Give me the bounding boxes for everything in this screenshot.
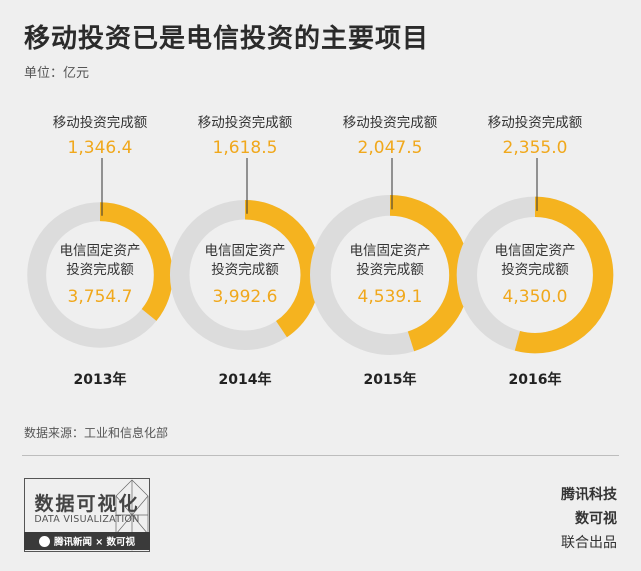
dv-logo-title: 数据可视化 [34, 493, 140, 515]
divider [22, 455, 619, 456]
mobile-series-label: 移动投资完成额 [488, 115, 583, 131]
total-value-label: 4,539.1 [358, 287, 423, 307]
donut-mobile-arc [456, 196, 614, 354]
mobile-series-label: 移动投资完成额 [198, 115, 293, 131]
credit-tencent-tech: 腾讯科技 [561, 487, 617, 503]
center-label-line1: 电信固定资产 [205, 243, 286, 259]
total-value-label: 3,992.6 [213, 287, 278, 307]
center-label-line2: 投资完成额 [211, 262, 279, 278]
center-label-line1: 电信固定资产 [350, 243, 431, 259]
mobile-series-label: 移动投资完成额 [343, 115, 438, 131]
unit-label: 单位：亿元 [24, 66, 90, 81]
mobile-value-label: 2,355.0 [503, 138, 568, 158]
center-label-line2: 投资完成额 [356, 262, 424, 278]
credit-shukeshi: 数可视 [575, 511, 617, 527]
tencent-news-icon [38, 535, 50, 547]
page-title: 移动投资已是电信投资的主要项目 [24, 24, 430, 54]
year-label: 2015年 [364, 371, 417, 388]
center-label-line1: 电信固定资产 [495, 243, 576, 259]
total-value-label: 4,350.0 [503, 287, 568, 307]
center-label-line1: 电信固定资产 [60, 243, 141, 259]
mobile-series-label: 移动投资完成额 [53, 115, 148, 131]
donut-mobile-arc [27, 202, 173, 348]
mobile-value-label: 1,618.5 [213, 138, 278, 158]
dv-logo-bar: 腾讯新闻 × 数可视 [24, 532, 150, 550]
dv-logo-bar-text: 腾讯新闻 × 数可视 [53, 537, 136, 548]
year-label: 2016年 [509, 371, 562, 388]
donut-charts: 移动投资完成额1,346.4电信固定资产投资完成额3,754.72013年移动投… [27, 115, 614, 388]
center-label-line2: 投资完成额 [501, 262, 569, 278]
total-value-label: 3,754.7 [68, 287, 133, 307]
data-source: 数据来源：工业和信息化部 [24, 426, 169, 440]
credit-joint-production: 联合出品 [561, 535, 617, 551]
center-label-line2: 投资完成额 [66, 262, 134, 278]
dv-logo-subtitle: DATA VISUALIZATION [34, 514, 140, 525]
mobile-value-label: 2,047.5 [358, 138, 423, 158]
year-label: 2013年 [74, 371, 127, 388]
year-label: 2014年 [219, 371, 272, 388]
mobile-value-label: 1,346.4 [68, 138, 133, 158]
